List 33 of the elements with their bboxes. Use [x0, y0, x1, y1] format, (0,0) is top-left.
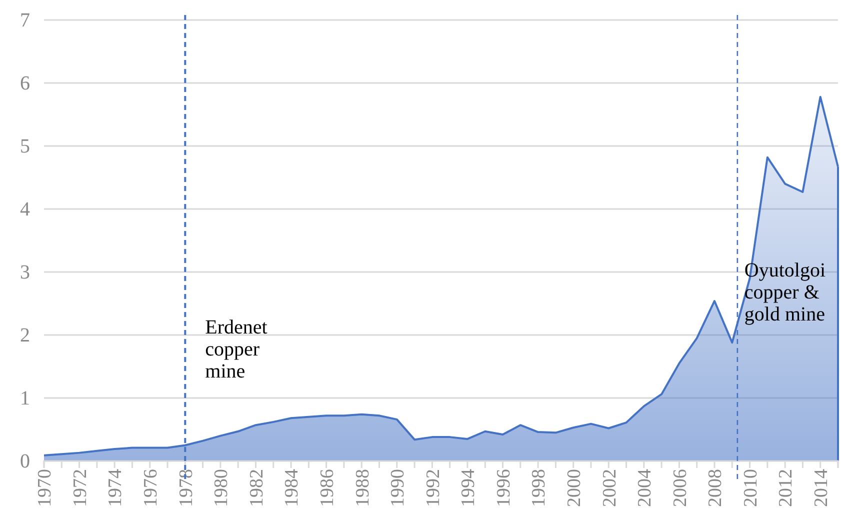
y-tick-label: 7 — [20, 9, 30, 32]
x-tick-label: 1986 — [316, 469, 338, 507]
x-tick-label: 2008 — [705, 469, 726, 507]
x-tick-label: 1982 — [246, 469, 268, 507]
x-tick-label: 2012 — [776, 469, 797, 507]
y-tick-label: 1 — [20, 387, 30, 410]
x-tick-label: 1972 — [70, 469, 91, 507]
y-tick-label: 6 — [20, 72, 30, 94]
x-tick-label: 2004 — [634, 468, 656, 507]
x-tick-label: 1978 — [176, 469, 197, 507]
x-tick-label: 1974 — [105, 468, 126, 507]
x-tick-label: 2002 — [599, 469, 620, 507]
y-tick-label: 0 — [20, 450, 30, 472]
y-tick-label: 3 — [20, 261, 30, 284]
x-tick-label: 1996 — [493, 469, 514, 507]
x-tick-label: 1998 — [528, 469, 550, 507]
y-tick-label: 2 — [20, 324, 30, 346]
x-tick-label: 1992 — [422, 469, 444, 507]
x-tick-label: 1988 — [352, 469, 374, 507]
ref-line-label: Oyutolgoi copper & gold mine — [744, 259, 826, 326]
x-tick-label: 1980 — [211, 469, 232, 507]
x-tick-label: 1976 — [140, 469, 162, 507]
y-tick-label: 4 — [20, 198, 30, 220]
x-tick-label: 1990 — [388, 469, 409, 507]
y-tick-label: 5 — [20, 135, 30, 158]
x-tick-label: 2010 — [740, 469, 762, 507]
x-tick-label: 2000 — [564, 469, 585, 507]
x-tick-label: 1984 — [282, 468, 303, 507]
x-tick-label: 1994 — [458, 468, 480, 507]
ref-line-label: Erdenet copper mine — [205, 316, 268, 383]
x-tick-label: 1970 — [34, 469, 56, 507]
x-tick-label: 2014 — [811, 468, 832, 507]
x-tick-label: 2006 — [670, 469, 691, 507]
